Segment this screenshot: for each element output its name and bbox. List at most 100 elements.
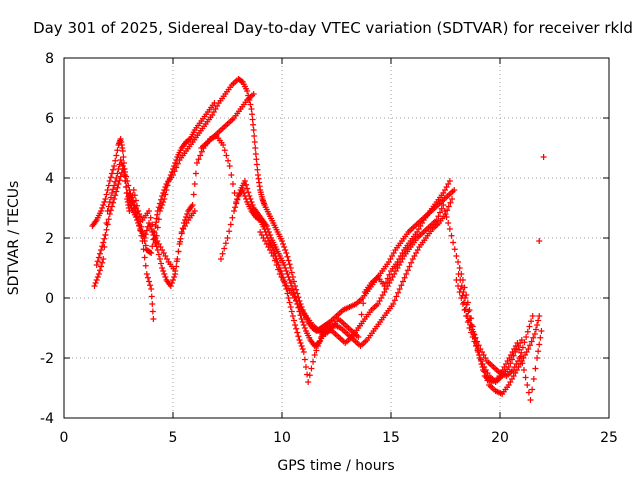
x-tick-label: 25 — [600, 430, 618, 446]
data-point — [105, 216, 112, 223]
data-point — [383, 279, 390, 286]
data-point — [446, 226, 453, 232]
data-point — [290, 278, 297, 285]
data-point — [508, 356, 515, 363]
data-point — [476, 352, 483, 358]
data-point — [449, 196, 456, 202]
data-point — [288, 283, 295, 289]
data-point — [150, 228, 157, 235]
data-point — [119, 148, 126, 154]
data-point — [110, 186, 117, 193]
data-point — [114, 147, 121, 154]
data-point — [458, 295, 465, 301]
data-point — [108, 203, 115, 210]
data-point — [104, 221, 111, 228]
data-point — [289, 313, 296, 319]
data-point — [445, 220, 452, 226]
data-point — [285, 295, 292, 301]
data-point — [162, 191, 169, 198]
data-point — [219, 250, 226, 257]
data-point — [524, 328, 531, 335]
data-point — [459, 301, 466, 307]
data-point — [227, 221, 234, 228]
data-point — [446, 178, 453, 184]
data-point — [98, 208, 105, 214]
data-point — [160, 268, 167, 274]
data-point — [115, 181, 122, 187]
data-point — [474, 347, 481, 354]
data-point — [305, 379, 312, 385]
data-point — [141, 235, 148, 241]
data-point — [381, 283, 388, 289]
data-point — [155, 216, 162, 223]
data-point — [526, 342, 533, 349]
data-point — [190, 191, 197, 198]
data-point — [161, 271, 168, 277]
data-point — [154, 224, 161, 231]
data-point — [250, 127, 257, 133]
y-tick-label: 0 — [45, 291, 54, 307]
data-point — [408, 259, 415, 266]
data-point — [131, 192, 138, 199]
data-point — [477, 356, 484, 363]
data-point — [229, 214, 236, 221]
data-point — [114, 184, 121, 191]
data-point — [286, 277, 293, 283]
data-point — [440, 202, 447, 208]
data-point — [184, 211, 191, 217]
data-point — [267, 232, 274, 238]
data-point — [195, 156, 202, 163]
data-point — [113, 175, 120, 181]
data-point — [143, 271, 150, 277]
data-point — [301, 356, 308, 363]
data-point — [158, 260, 165, 267]
data-point — [469, 334, 476, 340]
data-point — [534, 355, 541, 361]
data-point — [106, 178, 113, 184]
data-point — [447, 199, 454, 206]
data-point — [398, 282, 405, 289]
data-point — [453, 277, 460, 283]
data-point — [530, 376, 537, 382]
data-point — [107, 207, 114, 214]
data-point — [247, 196, 254, 202]
data-point — [248, 106, 255, 112]
data-point — [113, 152, 120, 159]
data-point — [270, 253, 277, 259]
y-axis-label: SDTVAR / TECUs — [6, 181, 22, 296]
data-point — [510, 352, 517, 359]
data-point — [384, 275, 391, 282]
data-point — [528, 318, 535, 325]
data-point — [100, 256, 107, 262]
data-point — [146, 278, 153, 285]
data-point — [360, 300, 367, 307]
x-tick-label: 20 — [491, 430, 509, 446]
data-point — [98, 263, 105, 270]
data-point — [217, 256, 224, 262]
data-point — [103, 191, 110, 198]
data-point — [287, 265, 294, 271]
data-point — [117, 157, 124, 163]
data-point — [534, 322, 541, 328]
data-point — [107, 174, 114, 181]
data-point — [197, 152, 204, 159]
data-point — [526, 323, 533, 330]
data-point — [289, 286, 296, 292]
data-point — [148, 286, 155, 292]
data-point — [471, 338, 478, 345]
data-point — [165, 178, 172, 184]
data-point — [450, 239, 457, 246]
data-point — [193, 160, 200, 166]
data-point — [102, 196, 109, 202]
data-point — [191, 208, 198, 214]
data-point — [435, 213, 442, 220]
data-point — [404, 267, 411, 274]
data-point — [250, 91, 257, 97]
data-point — [298, 343, 305, 349]
data-point — [275, 266, 282, 273]
data-point — [244, 88, 251, 94]
data-point — [280, 241, 287, 247]
data-point — [253, 156, 260, 163]
data-point — [445, 203, 452, 210]
data-point — [527, 397, 534, 403]
